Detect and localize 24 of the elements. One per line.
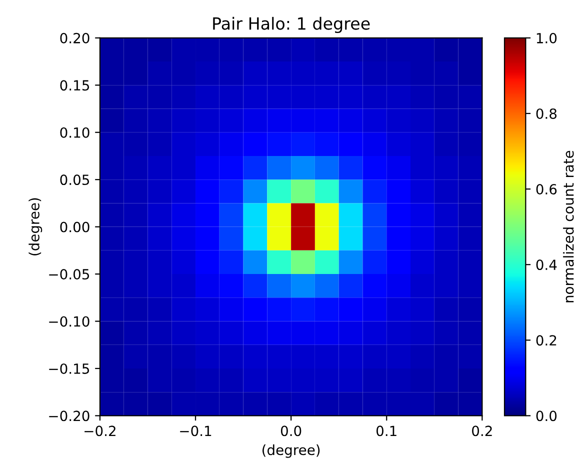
color-bar-label: 1.0 <box>536 32 557 44</box>
y-tick-label: 0.00 <box>60 222 90 232</box>
y-tick-label: −0.20 <box>49 410 90 422</box>
y-axis-title: (degree) <box>28 198 42 256</box>
y-tick-label: 0.10 <box>60 127 90 138</box>
color-bar-title: normalized count rate <box>563 150 574 302</box>
color-bar-label: 0.2 <box>536 335 556 346</box>
x-tick-label: −0.1 <box>180 426 212 436</box>
color-bar-label: 0.6 <box>536 184 557 195</box>
x-tick-label: 0.2 <box>472 426 492 436</box>
y-tick-label: −0.15 <box>49 363 90 374</box>
y-tick-label: 0.05 <box>60 174 90 186</box>
y-tick-label: −0.10 <box>49 316 90 327</box>
color-bar-label: 0.4 <box>536 260 557 270</box>
color-bar-label: 0.8 <box>536 108 557 119</box>
chart-title: Pair Halo: 1 degree <box>213 16 370 34</box>
x-axis-title: (degree) <box>262 444 320 458</box>
y-tick-label: 0.15 <box>60 80 90 91</box>
y-tick-label: −0.05 <box>49 269 90 280</box>
x-tick-label: 0.1 <box>376 426 396 436</box>
y-tick-label: 0.20 <box>60 32 90 44</box>
x-tick-label: 0.0 <box>280 426 302 436</box>
x-tick-label: −0.2 <box>84 426 116 436</box>
color-bar-label: 0.0 <box>536 410 557 422</box>
